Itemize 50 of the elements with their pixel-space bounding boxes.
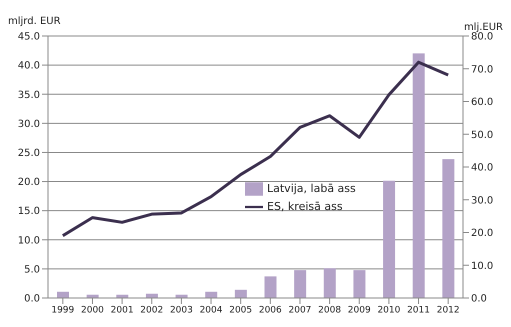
y-tick-label: 45.0: [18, 32, 40, 43]
y2-tick-label: 70.0: [471, 64, 494, 76]
x-tick-label: 2001: [110, 305, 134, 316]
bar: [86, 294, 99, 298]
y2-tick-label: 10.0: [471, 260, 494, 272]
y2-tick-label: 50.0: [471, 130, 494, 141]
y-tick-label: 10.0: [18, 235, 40, 246]
bar: [176, 294, 188, 298]
y-tick-label: 40.0: [18, 60, 40, 72]
y-axis-title: mljrd. EUR: [8, 16, 61, 27]
y-tick-label: 20.0: [18, 177, 40, 188]
y-tick-label: 0.0: [24, 294, 40, 305]
x-tick-label: 2011: [407, 305, 430, 316]
y2-tick-label: 80.0: [471, 32, 494, 43]
y2-tick-label: 0.0: [471, 294, 487, 305]
bar: [264, 276, 276, 298]
x-tick-label: 2012: [436, 305, 460, 316]
y2-tick-label: 40.0: [471, 162, 494, 174]
y-tick-label: 30.0: [18, 118, 40, 130]
y2-axis-title: mlj.EUR: [464, 22, 503, 33]
legend-label: Latvija, labā ass: [267, 182, 356, 196]
bar: [234, 290, 247, 298]
y-tick-label: 25.0: [18, 148, 40, 159]
y2-tick-label: 30.0: [471, 195, 494, 206]
bar: [353, 270, 366, 298]
bar: [146, 294, 158, 298]
x-tick-label: 2007: [288, 305, 312, 316]
y2-tick-label: 20.0: [471, 228, 494, 240]
x-tick-label: 2000: [81, 305, 104, 316]
bar: [324, 268, 336, 298]
x-tick-label: 2009: [348, 305, 371, 316]
x-tick-label: 2008: [318, 305, 342, 316]
bar: [294, 270, 306, 298]
legend-label: ES, kreisā ass: [267, 200, 343, 214]
y2-tick-label: 60.0: [471, 97, 494, 108]
y-tick-label: 5.0: [24, 264, 40, 276]
x-tick-label: 2005: [229, 305, 252, 316]
bar: [412, 53, 425, 298]
x-tick-label: 2003: [170, 305, 193, 316]
y-tick-label: 35.0: [18, 90, 40, 101]
x-tick-label: 2004: [200, 305, 223, 316]
line-series: [61, 60, 450, 238]
y-tick-label: 15.0: [18, 206, 40, 218]
x-tick-label: 2010: [377, 305, 401, 316]
bar: [442, 159, 454, 298]
bar: [116, 294, 128, 298]
x-tick-label: 2006: [258, 305, 282, 316]
x-tick-label: 1999: [51, 305, 75, 316]
bar: [383, 180, 396, 298]
x-tick-label: 2002: [140, 305, 164, 316]
